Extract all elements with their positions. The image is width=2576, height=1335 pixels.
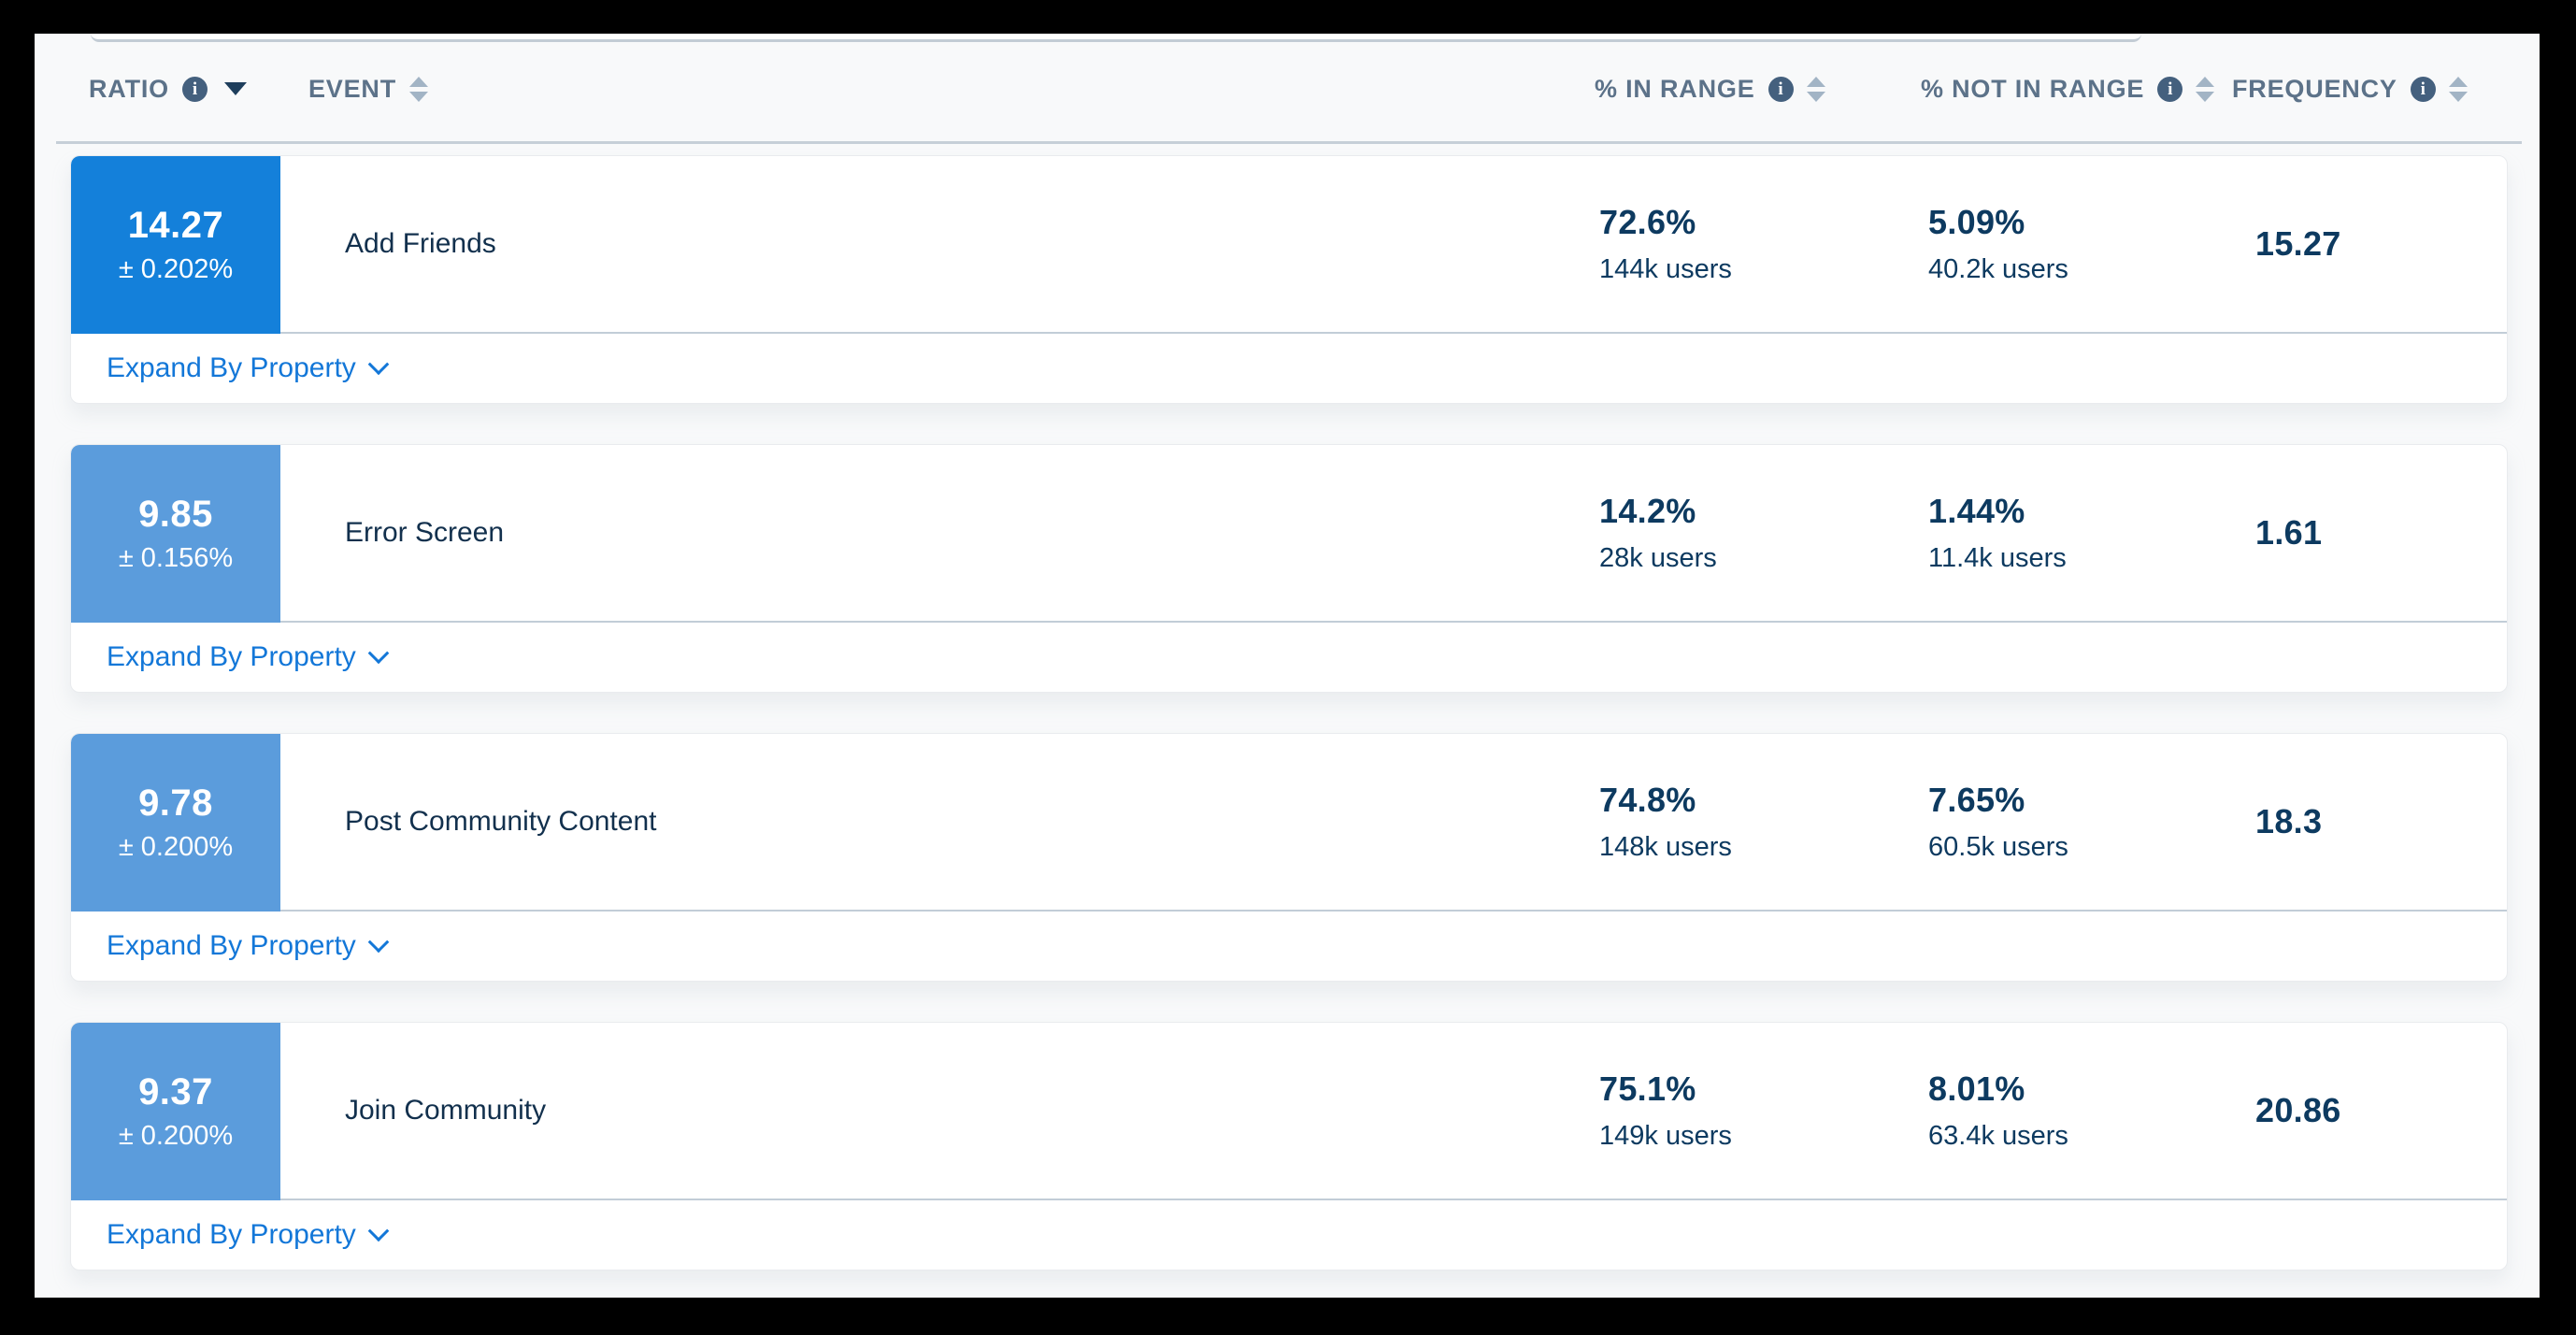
- chevron-down-icon: [367, 1220, 390, 1242]
- not-in-range-cell: 8.01% 63.4k users: [1928, 1023, 2068, 1199]
- card-divider: [71, 621, 2507, 623]
- chevron-down-icon: [367, 353, 390, 376]
- not-in-range-pct: 8.01%: [1928, 1069, 2025, 1108]
- frequency-cell: 18.3: [2255, 734, 2322, 910]
- card-divider: [71, 910, 2507, 912]
- not-in-range-cell: 1.44% 11.4k users: [1928, 445, 2067, 621]
- ratio-badge: 9.37 ± 0.200%: [71, 1023, 280, 1200]
- sort-icon: [2196, 76, 2215, 102]
- in-range-cell: 74.8% 148k users: [1599, 734, 1732, 910]
- in-range-cell: 14.2% 28k users: [1599, 445, 1717, 621]
- column-label-in-range: % IN RANGE: [1595, 74, 1755, 103]
- event-name: Post Community Content: [345, 806, 657, 837]
- frequency-value: 15.27: [2255, 224, 2341, 263]
- in-range-users: 144k users: [1599, 254, 1732, 284]
- column-label-event: EVENT: [308, 74, 397, 103]
- sort-icon: [2448, 76, 2468, 102]
- frequency-value: 20.86: [2255, 1091, 2341, 1129]
- not-in-range-pct: 7.65%: [1928, 781, 2025, 819]
- table-header: RATIO i EVENT % IN RANGE i % NOT IN RANG…: [35, 34, 2540, 144]
- ratio-error: ± 0.202%: [118, 254, 234, 284]
- not-in-range-cell: 5.09% 40.2k users: [1928, 156, 2068, 332]
- not-in-range-users: 63.4k users: [1928, 1121, 2068, 1151]
- in-range-pct: 75.1%: [1599, 1069, 1696, 1108]
- expand-by-property-link[interactable]: Expand By Property: [107, 930, 390, 962]
- sort-desc-icon: [224, 82, 247, 95]
- expand-by-property-label: Expand By Property: [107, 1219, 356, 1250]
- not-in-range-pct: 1.44%: [1928, 492, 2025, 530]
- ratio-badge: 9.85 ± 0.156%: [71, 445, 280, 623]
- expand-by-property-link[interactable]: Expand By Property: [107, 1219, 390, 1251]
- expand-by-property-link[interactable]: Expand By Property: [107, 641, 390, 673]
- column-header-not-in-range[interactable]: % NOT IN RANGE i: [1921, 34, 2215, 144]
- column-header-ratio[interactable]: RATIO i: [89, 34, 247, 144]
- ratio-value: 9.37: [138, 1071, 213, 1112]
- ratio-error: ± 0.200%: [118, 1121, 234, 1151]
- not-in-range-pct: 5.09%: [1928, 203, 2025, 241]
- in-range-pct: 74.8%: [1599, 781, 1696, 819]
- expand-by-property-link[interactable]: Expand By Property: [107, 352, 390, 384]
- in-range-users: 149k users: [1599, 1121, 1732, 1151]
- in-range-pct: 14.2%: [1599, 492, 1696, 530]
- expand-by-property-label: Expand By Property: [107, 352, 356, 383]
- frequency-cell: 15.27: [2255, 156, 2341, 332]
- column-header-frequency[interactable]: FREQUENCY i: [2232, 34, 2468, 144]
- frequency-value: 18.3: [2255, 802, 2323, 840]
- expand-section: Expand By Property: [71, 1200, 2507, 1270]
- column-label-frequency: FREQUENCY: [2232, 74, 2397, 103]
- info-icon[interactable]: i: [182, 76, 208, 102]
- event-row-card: 9.37 ± 0.200% Join Community 75.1% 149k …: [70, 1022, 2508, 1270]
- event-row-card: 9.78 ± 0.200% Post Community Content 74.…: [70, 733, 2508, 982]
- not-in-range-users: 11.4k users: [1928, 543, 2067, 573]
- chevron-down-icon: [367, 642, 390, 665]
- ratio-badge: 9.78 ± 0.200%: [71, 734, 280, 912]
- not-in-range-users: 40.2k users: [1928, 254, 2068, 284]
- event-name: Join Community: [345, 1095, 547, 1126]
- card-divider: [71, 332, 2507, 334]
- frequency-cell: 1.61: [2255, 445, 2322, 621]
- ratio-error: ± 0.200%: [118, 832, 234, 862]
- sort-icon: [1806, 76, 1825, 102]
- table-panel: RATIO i EVENT % IN RANGE i % NOT IN RANG…: [35, 34, 2540, 1298]
- ratio-value: 9.78: [138, 782, 213, 824]
- info-icon[interactable]: i: [2410, 76, 2436, 102]
- event-row-card: 9.85 ± 0.156% Error Screen 14.2% 28k use…: [70, 444, 2508, 693]
- info-icon[interactable]: i: [1767, 76, 1794, 102]
- expand-by-property-label: Expand By Property: [107, 930, 356, 961]
- ratio-value: 9.85: [138, 494, 213, 535]
- frequency-value: 1.61: [2255, 513, 2323, 552]
- not-in-range-users: 60.5k users: [1928, 832, 2068, 862]
- scrolled-card-edge: [91, 34, 2141, 42]
- event-name: Add Friends: [345, 228, 496, 259]
- column-header-event[interactable]: EVENT: [308, 34, 429, 144]
- in-range-cell: 75.1% 149k users: [1599, 1023, 1732, 1199]
- in-range-pct: 72.6%: [1599, 203, 1696, 241]
- expand-by-property-label: Expand By Property: [107, 641, 356, 672]
- frequency-cell: 20.86: [2255, 1023, 2341, 1199]
- in-range-cell: 72.6% 144k users: [1599, 156, 1732, 332]
- column-header-in-range[interactable]: % IN RANGE i: [1595, 34, 1825, 144]
- in-range-users: 148k users: [1599, 832, 1732, 862]
- in-range-users: 28k users: [1599, 543, 1717, 573]
- column-label-not-in-range: % NOT IN RANGE: [1921, 74, 2145, 103]
- chevron-down-icon: [367, 931, 390, 954]
- column-label-ratio: RATIO: [89, 74, 169, 103]
- ratio-value: 14.27: [127, 205, 224, 246]
- event-row-card: 14.27 ± 0.202% Add Friends 72.6% 144k us…: [70, 155, 2508, 404]
- expand-section: Expand By Property: [71, 334, 2507, 403]
- not-in-range-cell: 7.65% 60.5k users: [1928, 734, 2068, 910]
- sort-icon: [409, 76, 429, 102]
- card-divider: [71, 1199, 2507, 1200]
- expand-section: Expand By Property: [71, 912, 2507, 981]
- info-icon[interactable]: i: [2157, 76, 2183, 102]
- ratio-error: ± 0.156%: [118, 543, 234, 573]
- expand-section: Expand By Property: [71, 623, 2507, 692]
- ratio-badge: 14.27 ± 0.202%: [71, 156, 280, 334]
- event-name: Error Screen: [345, 517, 505, 548]
